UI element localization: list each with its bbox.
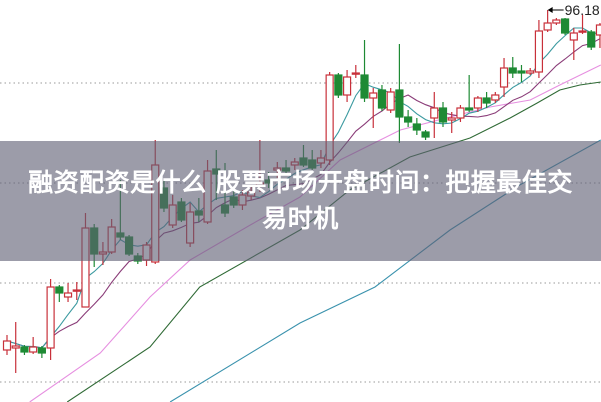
candle-down <box>517 65 526 82</box>
candle-body <box>360 74 369 99</box>
candle-up <box>578 15 587 34</box>
candle-body <box>569 32 578 41</box>
candle-body <box>395 89 404 118</box>
candle-body <box>377 89 387 109</box>
candle-up <box>351 65 360 78</box>
candle-down <box>438 102 448 127</box>
candle-body <box>491 94 500 101</box>
candle-up <box>29 337 38 354</box>
candle-body <box>421 131 430 138</box>
candle-up <box>342 70 352 102</box>
candle-body <box>63 292 73 298</box>
candle-up <box>491 92 500 103</box>
candle-body <box>2 340 12 351</box>
candle-body <box>543 22 552 31</box>
candle-body <box>342 76 352 96</box>
candle-up <box>386 88 395 113</box>
candle-body <box>560 18 570 34</box>
candle-body <box>499 67 509 88</box>
candle-up <box>526 68 535 75</box>
candle-down <box>412 118 421 135</box>
candle-up <box>499 58 509 97</box>
candle-up <box>456 105 465 122</box>
candle-body <box>587 31 596 48</box>
candle-down <box>334 73 343 98</box>
candle-down <box>55 285 64 302</box>
candle-body <box>552 19 561 24</box>
candle-body <box>534 30 544 73</box>
candle-body <box>482 97 491 104</box>
candle-up <box>534 20 544 78</box>
candle-body <box>46 286 55 349</box>
candle-body <box>351 72 360 75</box>
candle-up <box>543 10 552 32</box>
candle-down <box>465 75 474 112</box>
candle-up <box>430 92 439 138</box>
candle-body <box>11 345 20 349</box>
candle-down <box>482 92 491 108</box>
candle-body <box>334 74 343 96</box>
max-price-arrowhead <box>547 7 553 13</box>
candle-down <box>360 40 369 102</box>
candle-down <box>587 30 596 50</box>
title-banner: 融资配资是什么 股票市场开盘时间：把握最佳交易时机 <box>0 141 601 261</box>
candle-body <box>386 91 395 111</box>
candle-body <box>578 30 587 33</box>
candle-up <box>447 112 456 133</box>
candle-body <box>447 117 456 121</box>
max-price-label: 96.18 <box>565 2 600 18</box>
candle-up <box>595 23 601 48</box>
candle-down <box>395 44 404 143</box>
candle-up <box>569 28 578 60</box>
candle-body <box>37 347 46 354</box>
candle-down <box>37 346 46 358</box>
candle-down <box>508 57 517 78</box>
candle-down <box>560 18 570 35</box>
candle-down <box>20 345 29 355</box>
candle-body <box>517 70 526 74</box>
candle-up <box>473 96 482 112</box>
candle-body <box>20 346 29 353</box>
candle-body <box>526 70 535 74</box>
candle-body <box>29 346 38 353</box>
candle-up <box>72 282 81 300</box>
candle-body <box>508 67 517 74</box>
candle-body <box>369 92 378 99</box>
candle-body <box>430 107 439 119</box>
candle-up <box>369 88 378 128</box>
candle-body <box>438 107 448 123</box>
candle-up <box>2 335 12 355</box>
candle-body <box>473 97 482 109</box>
candle-body <box>465 107 474 111</box>
candle-down <box>377 85 387 111</box>
candle-body <box>72 289 81 292</box>
candle-body <box>412 123 421 131</box>
candle-body <box>456 107 465 119</box>
candle-up <box>11 322 20 373</box>
candle-down <box>421 130 430 140</box>
candle-body <box>595 24 601 36</box>
candle-body <box>55 286 64 294</box>
candle-up <box>552 18 561 25</box>
candle-up <box>46 279 55 360</box>
candle-up <box>63 283 73 302</box>
max-price-marker: 96.18 <box>547 2 600 18</box>
candle-down <box>404 110 413 127</box>
article-title: 融资配资是什么 股票市场开盘时间：把握最佳交易时机 <box>28 168 573 233</box>
candle-body <box>404 116 413 123</box>
